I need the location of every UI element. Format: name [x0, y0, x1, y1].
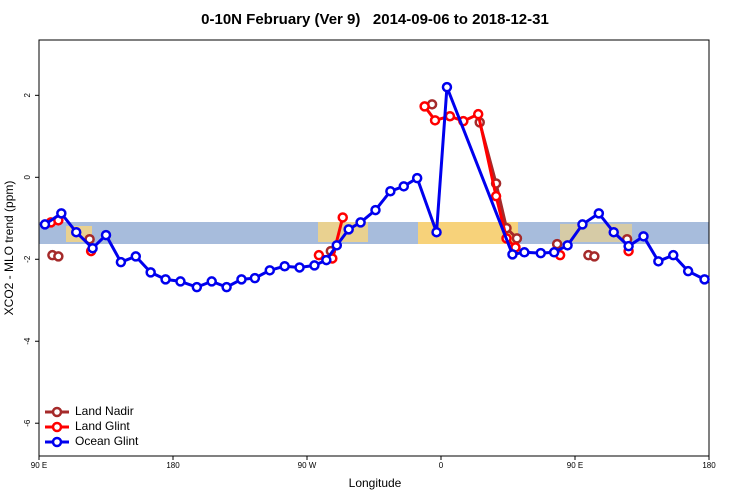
data-point: [511, 233, 523, 244]
plot-frame: [38, 39, 710, 457]
data-point: [444, 110, 456, 122]
y-axis-label: XCO2 - MLO trend (ppm): [2, 181, 16, 316]
x-tick-label: 180: [702, 461, 716, 470]
data-point: [355, 217, 366, 228]
data-point: [145, 267, 156, 278]
data-point: [589, 251, 600, 262]
data-point: [385, 185, 396, 197]
data-point: [236, 274, 247, 285]
data-point: [608, 226, 619, 238]
data-point: [130, 251, 142, 262]
data-point: [264, 265, 276, 276]
data-point: [490, 190, 502, 202]
data-point: [653, 256, 664, 267]
data-point: [548, 247, 560, 258]
data-point: [507, 249, 518, 260]
data-point: [337, 212, 348, 223]
data-point: [472, 108, 484, 120]
y-tick-label: -6: [23, 419, 32, 427]
y-tick-label: 2: [23, 93, 32, 98]
x-tick-label: 90 E: [31, 461, 47, 470]
data-point: [419, 101, 430, 112]
data-point: [519, 247, 530, 258]
data-point: [100, 229, 112, 241]
data-point: [398, 181, 410, 192]
legend-marker: [51, 421, 63, 433]
data-point: [343, 224, 354, 235]
data-point: [551, 238, 563, 250]
x-tick-label: 90 W: [298, 461, 317, 470]
data-point: [668, 249, 679, 261]
y-tick-label: 0: [23, 175, 32, 180]
legend-marker: [51, 406, 63, 418]
data-point: [206, 276, 217, 287]
legend-label: Land Glint: [75, 419, 130, 433]
x-axis-label: Longitude: [349, 476, 402, 490]
data-point: [577, 219, 588, 230]
data-point: [309, 260, 320, 271]
data-point: [429, 115, 441, 126]
data-point: [699, 274, 710, 285]
data-point: [535, 247, 547, 259]
legend-marker: [51, 436, 63, 448]
data-point: [331, 240, 343, 251]
x-tick-label: 180: [166, 461, 180, 470]
data-point: [160, 274, 171, 285]
data-point: [221, 281, 232, 293]
chart-title: 0-10N February (Ver 9) 2014-09-06 to 201…: [201, 11, 549, 28]
data-point: [249, 272, 261, 284]
data-point: [279, 260, 290, 272]
data-point: [623, 240, 634, 252]
x-tick-label: 90 E: [567, 461, 583, 470]
data-point: [87, 242, 98, 254]
data-point: [593, 208, 605, 219]
data-point: [411, 172, 423, 184]
data-point: [84, 233, 95, 245]
data-point: [431, 226, 442, 238]
data-point: [115, 256, 127, 268]
x-tick-label: 0: [439, 461, 444, 470]
data-point: [294, 262, 305, 273]
data-point: [638, 231, 649, 242]
legend-label: Ocean Glint: [75, 434, 139, 448]
legend-label: Land Nadir: [75, 404, 134, 418]
data-point: [370, 204, 381, 216]
data-point: [56, 208, 67, 219]
data-point: [441, 81, 453, 93]
data-point: [321, 254, 332, 266]
data-point: [313, 249, 325, 261]
data-point: [70, 226, 82, 238]
data-point: [562, 240, 573, 251]
data-point: [682, 265, 694, 277]
y-tick-label: -4: [23, 337, 32, 345]
data-point: [39, 219, 51, 230]
data-point: [53, 251, 64, 262]
series-line: [44, 85, 706, 289]
map-band: [39, 222, 709, 244]
data-point: [175, 276, 186, 287]
y-tick-label: -2: [23, 255, 32, 263]
data-point: [191, 281, 203, 293]
